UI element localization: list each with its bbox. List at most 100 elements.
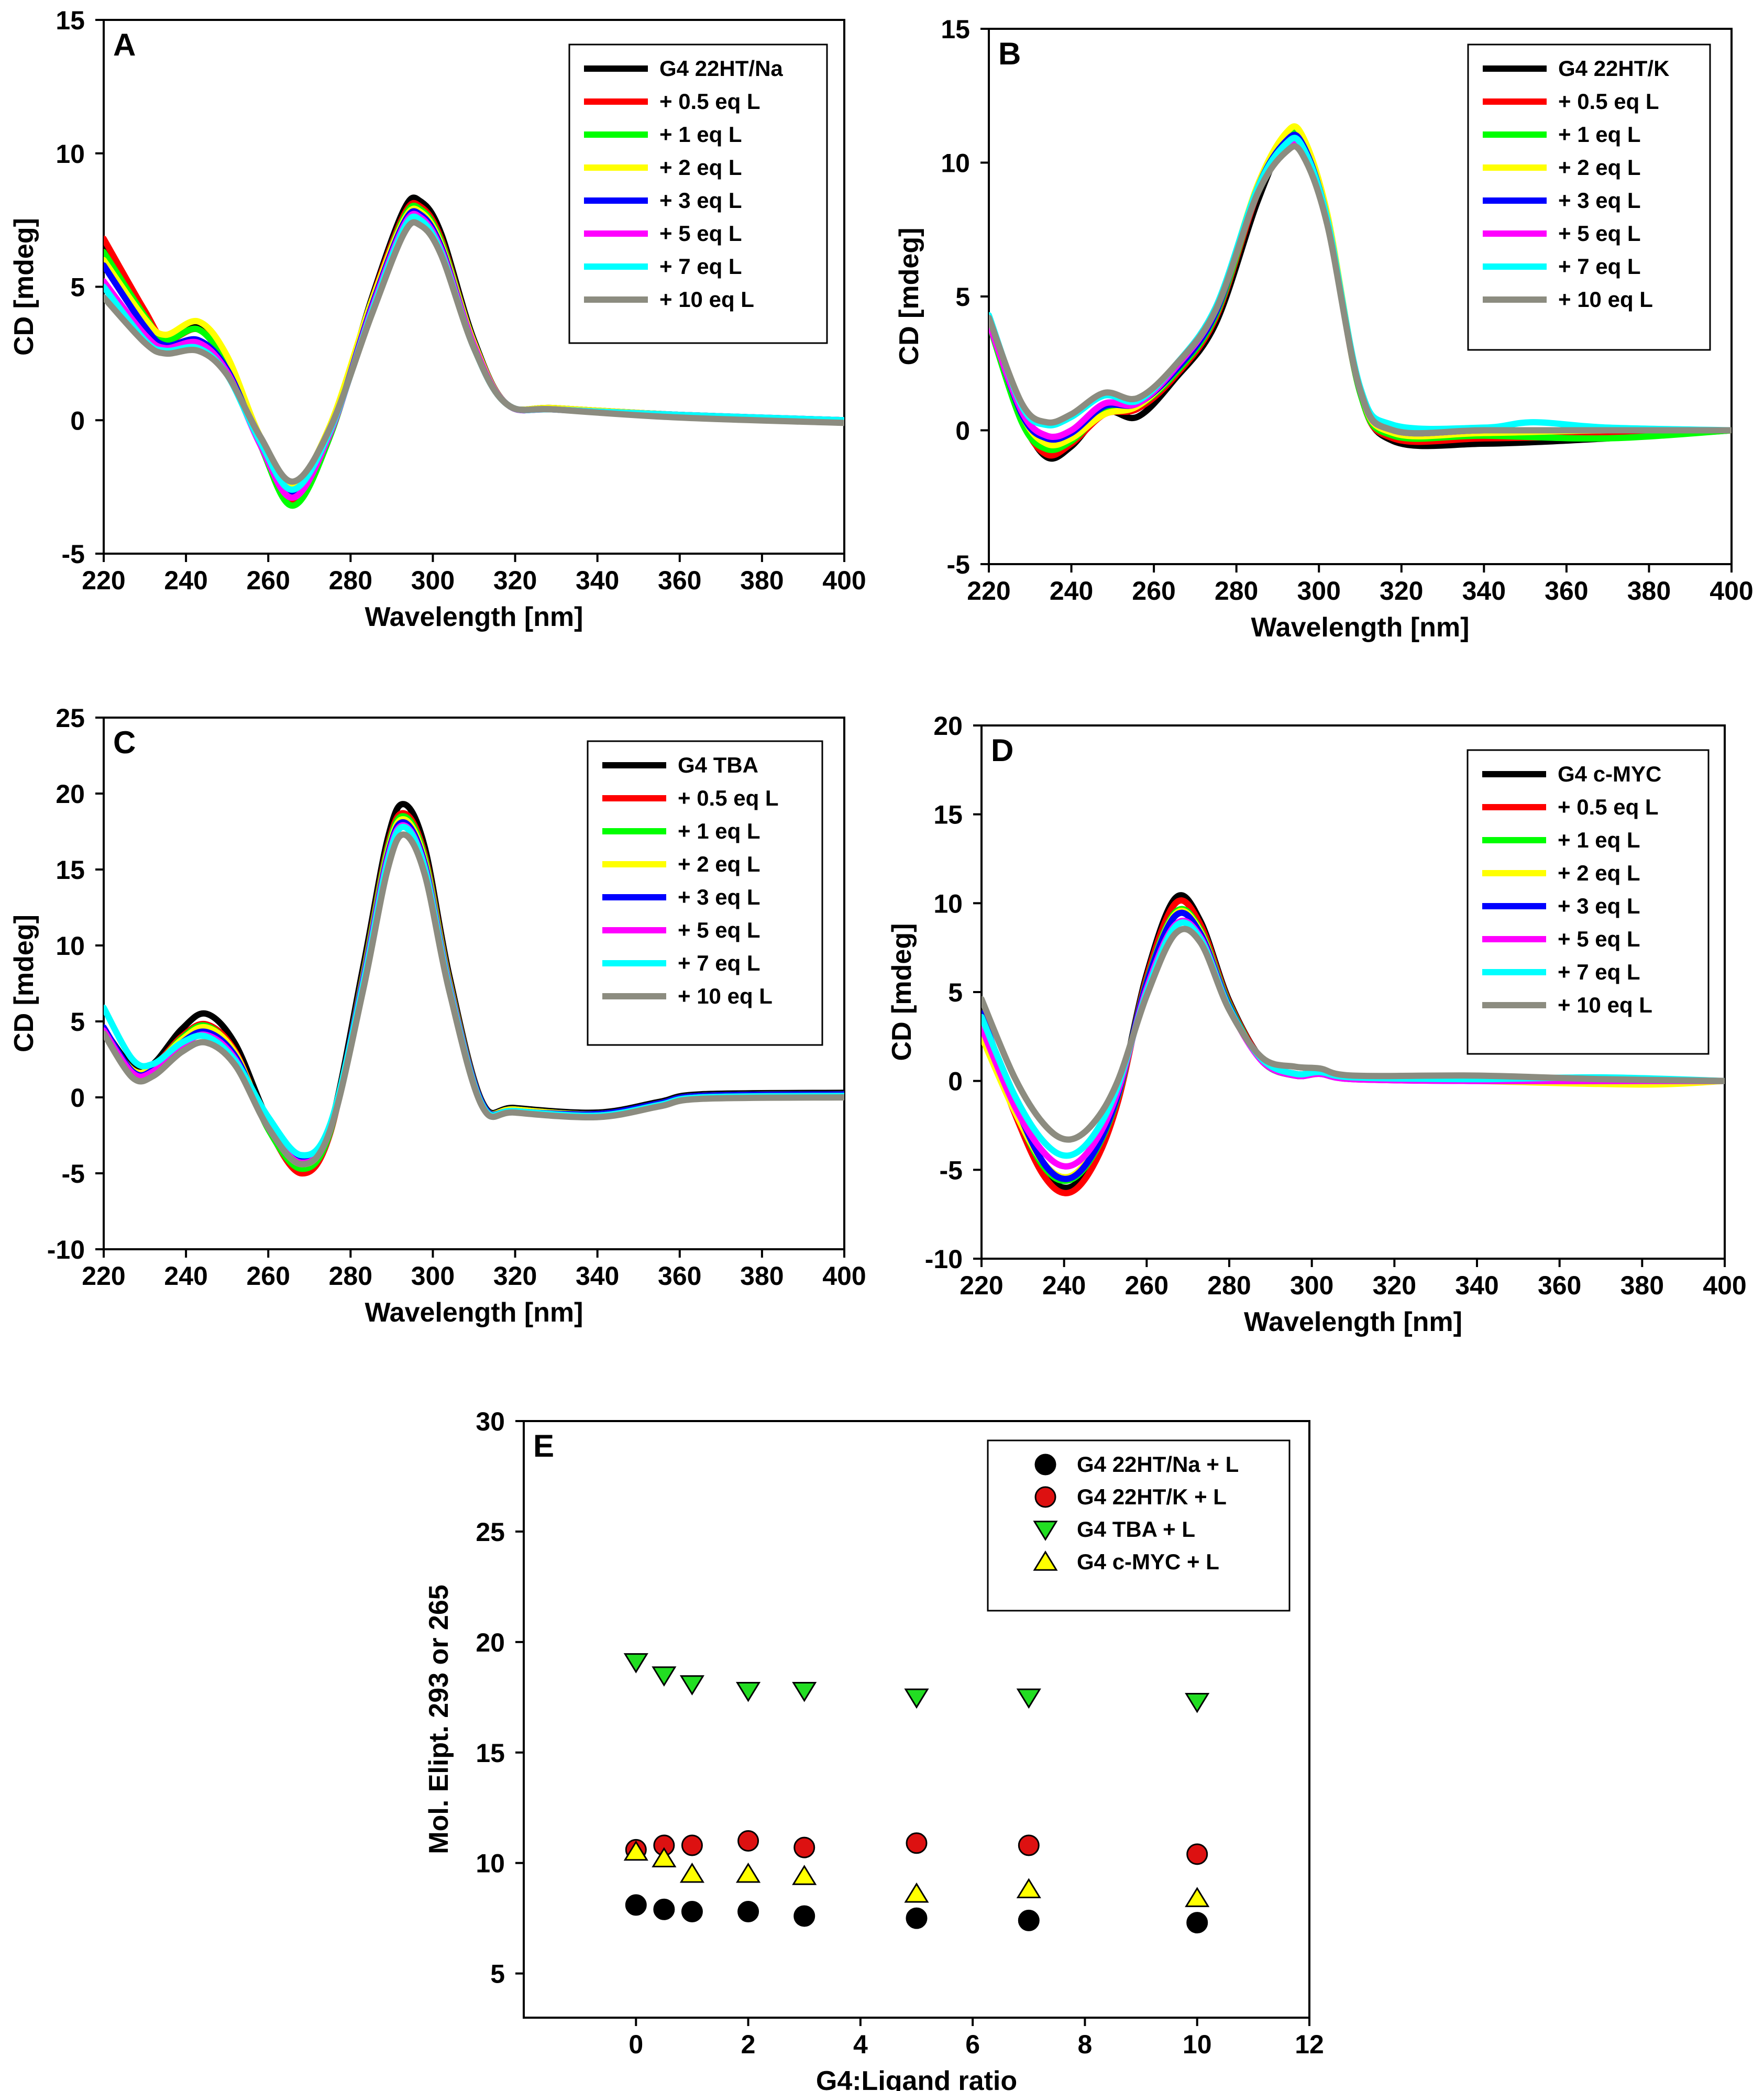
x-tick-label: 400	[822, 566, 866, 595]
panel-letter: C	[113, 725, 136, 760]
x-axis-label: Wavelength [nm]	[1244, 1307, 1462, 1337]
x-tick-label: 2	[741, 2030, 756, 2059]
y-tick-label: 5	[70, 1007, 85, 1037]
legend-entry: + 10 eq L	[678, 984, 773, 1008]
y-tick-label: 15	[941, 15, 970, 44]
y-tick-label: 25	[476, 1517, 505, 1547]
x-tick-label: 220	[82, 566, 125, 595]
legend-entry: + 2 eq L	[1558, 155, 1641, 180]
y-tick-label: 0	[948, 1067, 963, 1096]
y-tick-label: 20	[56, 779, 85, 809]
y-axis-label: CD [mdeg]	[887, 923, 917, 1061]
legend-entry: + 7 eq L	[678, 951, 760, 975]
legend: G4 22HT/Na + L G4 22HT/K + L G4 TBA + L G4 …	[987, 1439, 1291, 1612]
legend: G4 c-MYC + 0.5 eq L + 1 eq L + 2 eq L + 3 eq…	[1467, 749, 1710, 1055]
data-point	[652, 1847, 677, 1867]
y-tick-label: 5	[70, 273, 85, 302]
data-point	[737, 1830, 759, 1852]
data-point	[793, 1905, 815, 1927]
legend-box	[568, 43, 828, 344]
legend-entry: G4 TBA	[678, 753, 758, 777]
data-point	[792, 1865, 817, 1885]
legend-entry: + 5 eq L	[678, 918, 760, 942]
x-tick-label: 10	[1183, 2030, 1212, 2059]
y-tick-label: -10	[925, 1245, 963, 1274]
data-point	[1185, 1887, 1210, 1907]
x-tick-label: 280	[329, 1261, 372, 1291]
y-tick-label: 15	[476, 1738, 505, 1768]
x-tick-label: 320	[1373, 1271, 1416, 1300]
y-tick-label: 10	[56, 931, 85, 961]
x-tick-label: 340	[576, 1261, 619, 1291]
data-point	[1186, 1912, 1208, 1934]
legend-entry: + 5 eq L	[659, 221, 742, 246]
legend-entry: + 0.5 eq L	[1558, 89, 1659, 114]
data-point	[793, 1836, 815, 1858]
legend-entry: + 2 eq L	[1558, 861, 1640, 885]
x-tick-label: 340	[1455, 1271, 1498, 1300]
series-group	[104, 194, 844, 509]
data-point	[652, 1666, 677, 1687]
legend-entry: + 7 eq L	[659, 254, 742, 279]
data-point	[681, 1901, 703, 1923]
data-point	[904, 1882, 929, 1903]
y-tick-label: -5	[62, 540, 85, 569]
x-tick-label: 300	[1290, 1271, 1333, 1300]
x-tick-label: 260	[247, 566, 290, 595]
legend-entry: + 3 eq L	[678, 885, 760, 909]
x-tick-label: 380	[1620, 1271, 1664, 1300]
y-tick-label: 0	[955, 416, 970, 446]
data-point	[625, 1894, 647, 1916]
x-tick-label: 240	[164, 566, 207, 595]
legend-entry: + 2 eq L	[659, 155, 742, 180]
x-axis-label: Wavelength [nm]	[1251, 612, 1470, 643]
x-tick-label: 380	[740, 1261, 784, 1291]
panel-b: 220 240 260 280 300 320 340 360 380 400 -5 0 5 10 15 Wa…	[894, 15, 1754, 643]
y-axis-label: Mol. Elipt. 293 or 265	[424, 1584, 454, 1854]
y-tick-label: 20	[933, 711, 963, 741]
legend: G4 22HT/Na + 0.5 eq L + 1 eq L + 2 eq L + 3 …	[568, 43, 828, 344]
y-tick-label: 30	[476, 1407, 505, 1436]
panel-a: 220 240 260 280 300 320 340 360 380 400 -5 0 5 10 15 Wa…	[9, 6, 866, 632]
legend-entry: + 10 eq L	[1558, 287, 1653, 312]
legend-entry: G4 22HT/K	[1558, 56, 1669, 81]
panel-letter: B	[998, 36, 1021, 71]
data-point	[735, 1862, 761, 1883]
y-tick-label: 10	[476, 1849, 505, 1878]
plot-frame	[103, 717, 845, 1250]
x-tick-label: 340	[576, 566, 619, 595]
legend-entry: + 10 eq L	[1558, 993, 1652, 1017]
x-tick-label: 400	[1703, 1271, 1746, 1300]
x-tick-label: 300	[411, 1261, 455, 1291]
y-tick-label: 0	[70, 1083, 85, 1113]
x-tick-label: 280	[1207, 1271, 1251, 1300]
x-tick-label: 400	[822, 1261, 866, 1291]
series-group	[989, 123, 1732, 462]
data-point	[1185, 1693, 1210, 1713]
x-tick-label: 280	[1215, 576, 1258, 606]
data-point	[1186, 1843, 1208, 1865]
series-group	[104, 801, 844, 1177]
x-tick-label: 240	[164, 1261, 207, 1291]
series-line	[104, 831, 844, 1168]
legend-marker	[1033, 1550, 1058, 1571]
data-point	[735, 1681, 761, 1702]
y-tick-label: -5	[940, 1155, 963, 1185]
y-tick-label: 5	[490, 1960, 505, 1989]
data-point	[681, 1834, 703, 1856]
legend-marker	[1034, 1454, 1056, 1476]
y-tick-label: 10	[941, 149, 970, 178]
legend-entry: + 1 eq L	[1558, 828, 1640, 852]
x-tick-label: 360	[658, 566, 701, 595]
data-point	[904, 1688, 929, 1709]
panel-c: 220 240 260 280 300 320 340 360 380 400 -10 -5 0 5 10 1…	[9, 703, 866, 1328]
legend-marker	[1033, 1521, 1058, 1541]
x-tick-label: 220	[82, 1261, 125, 1291]
y-tick-label: 15	[933, 800, 963, 830]
legend-entry: G4 22HT/K + L	[1077, 1484, 1227, 1509]
x-tick-label: 340	[1462, 576, 1506, 606]
y-tick-label: -5	[947, 550, 970, 579]
legend-entry: + 0.5 eq L	[1558, 795, 1659, 819]
x-tick-label: 380	[740, 566, 784, 595]
